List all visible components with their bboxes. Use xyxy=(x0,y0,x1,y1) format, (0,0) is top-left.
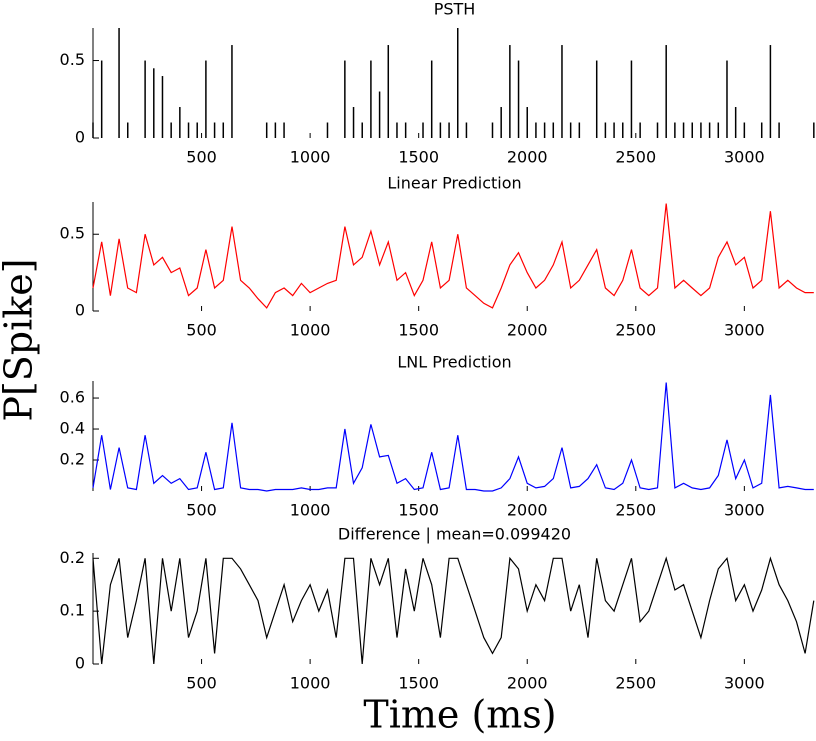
y-tick-label: 0 xyxy=(75,128,85,147)
y-tick-label: 0.1 xyxy=(60,601,85,620)
x-tick-label: 2500 xyxy=(615,674,656,693)
x-tick-label: 1000 xyxy=(290,501,331,520)
y-tick-label: 0.5 xyxy=(60,224,85,243)
x-tick-label: 1000 xyxy=(290,321,331,340)
x-tick-label: 500 xyxy=(186,321,217,340)
y-tick-label: 0.5 xyxy=(60,50,85,69)
x-tick-label: 500 xyxy=(186,501,217,520)
y-tick-label: 0.2 xyxy=(60,450,85,469)
x-tick-label: 2500 xyxy=(615,148,656,167)
y-tick-label: 0.4 xyxy=(60,419,85,438)
x-tick-label: 3000 xyxy=(724,674,765,693)
chart-title: LNL Prediction xyxy=(397,353,511,372)
chart-title: PSTH xyxy=(434,0,476,19)
x-tick-label: 3000 xyxy=(724,148,765,167)
y-tick-label: 0 xyxy=(75,654,85,673)
x-tick-label: 2000 xyxy=(507,321,548,340)
data-line xyxy=(92,382,814,492)
x-tick-label: 1500 xyxy=(398,148,439,167)
x-axis-label: Time (ms) xyxy=(363,693,556,737)
x-tick-label: 1500 xyxy=(398,321,439,340)
x-tick-label: 1500 xyxy=(398,674,439,693)
y-tick-label: 0 xyxy=(75,301,85,320)
data-line xyxy=(92,556,815,665)
y-tick-label: 0.6 xyxy=(60,388,85,407)
x-tick-label: 500 xyxy=(186,674,217,693)
chart-title: Linear Prediction xyxy=(387,174,521,193)
x-tick-label: 1000 xyxy=(290,148,331,167)
x-tick-label: 2000 xyxy=(507,501,548,520)
x-tick-label: 3000 xyxy=(724,501,765,520)
x-tick-label: 2000 xyxy=(507,148,548,167)
x-tick-label: 2500 xyxy=(615,501,656,520)
y-axis-label: P[Spike] xyxy=(0,258,41,421)
x-tick-label: 1500 xyxy=(398,501,439,520)
data-line xyxy=(92,203,814,309)
x-tick-label: 500 xyxy=(186,148,217,167)
x-tick-label: 2500 xyxy=(615,321,656,340)
x-tick-label: 2000 xyxy=(507,674,548,693)
x-tick-label: 3000 xyxy=(724,321,765,340)
y-tick-label: 0.2 xyxy=(60,548,85,567)
x-tick-label: 1000 xyxy=(290,674,331,693)
chart-title: Difference | mean=0.099420 xyxy=(338,525,571,544)
